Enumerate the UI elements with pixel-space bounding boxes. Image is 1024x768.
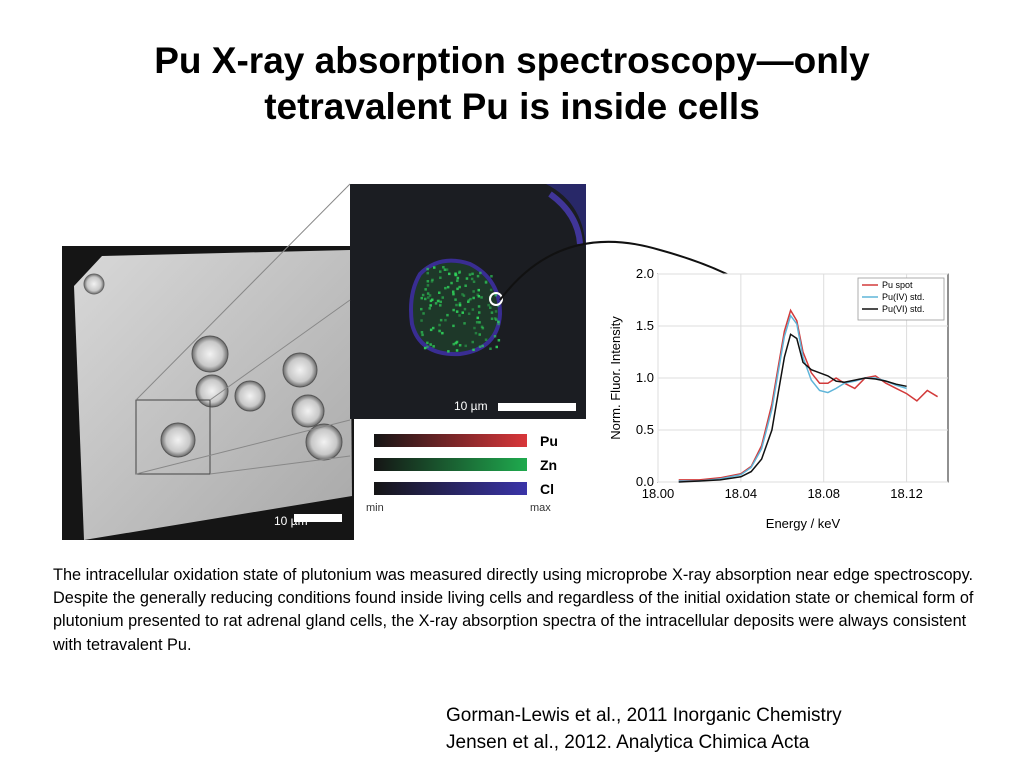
x-tick-label: 18.00 <box>642 486 675 501</box>
title-line-2: tetravalent Pu is inside cells <box>264 86 760 127</box>
x-tick-label: 18.12 <box>890 486 923 501</box>
chart-legend: Pu spot Pu(IV) std. Pu(VI) std. <box>857 277 945 321</box>
y-axis-label: Norm. Fluor. Intensity <box>608 316 623 440</box>
reference-2: Jensen et al., 2012. Analytica Chimica A… <box>446 732 810 753</box>
color-scale-label-cl: Cl <box>540 481 554 497</box>
cell-micrograph: 10 µm <box>62 246 354 540</box>
legend-label: Pu(VI) std. <box>882 304 925 314</box>
x-axis-label: Energy / keV <box>766 516 841 531</box>
scale-min-label: min <box>366 502 384 514</box>
micrograph-scale-bar <box>294 514 342 522</box>
element-color-scale: Pu Zn Cl min max <box>360 424 585 520</box>
title-line-1: Pu X-ray absorption spectroscopy—only <box>154 40 870 81</box>
map-scale-bar <box>498 403 576 411</box>
map-scale-label: 10 µm <box>454 399 488 413</box>
color-scale-label-zn: Zn <box>540 457 558 473</box>
y-tick-label: 1.0 <box>636 370 654 385</box>
color-scale-label-pu: Pu <box>540 433 558 449</box>
y-tick-label: 1.5 <box>636 318 654 333</box>
x-tick-label: 18.04 <box>725 486 758 501</box>
color-scale-bar-zn <box>374 458 527 471</box>
fluorescence-map: 10 µm <box>350 184 586 419</box>
reference-1: Gorman-Lewis et al., 2011 Inorganic Chem… <box>446 705 842 726</box>
scale-max-label: max <box>530 502 551 514</box>
y-tick-label: 0.0 <box>636 474 654 489</box>
y-tick-label: 2.0 <box>636 266 654 281</box>
legend-label: Pu spot <box>882 280 913 290</box>
references: Gorman-Lewis et al., 2011 Inorganic Chem… <box>446 702 842 756</box>
legend-label: Pu(IV) std. <box>882 292 925 302</box>
micrograph-image <box>62 246 354 540</box>
xanes-spectrum-chart: 0.0 0.5 1.0 1.5 2.0 18.00 18.04 18.08 18.12 Ener… <box>608 266 949 531</box>
series-line-3 <box>678 333 907 483</box>
y-tick-label: 0.5 <box>636 422 654 437</box>
color-scale-bar-cl <box>374 482 527 495</box>
slide-title: Pu X-ray absorption spectroscopy—only te… <box>60 38 964 130</box>
color-scale-bar-pu <box>374 434 527 447</box>
micrograph-scale-label: 10 µm <box>274 514 308 528</box>
x-tick-label: 18.08 <box>807 486 840 501</box>
figure-caption: The intracellular oxidation state of plu… <box>53 566 974 654</box>
fluorescence-map-image <box>350 184 586 419</box>
